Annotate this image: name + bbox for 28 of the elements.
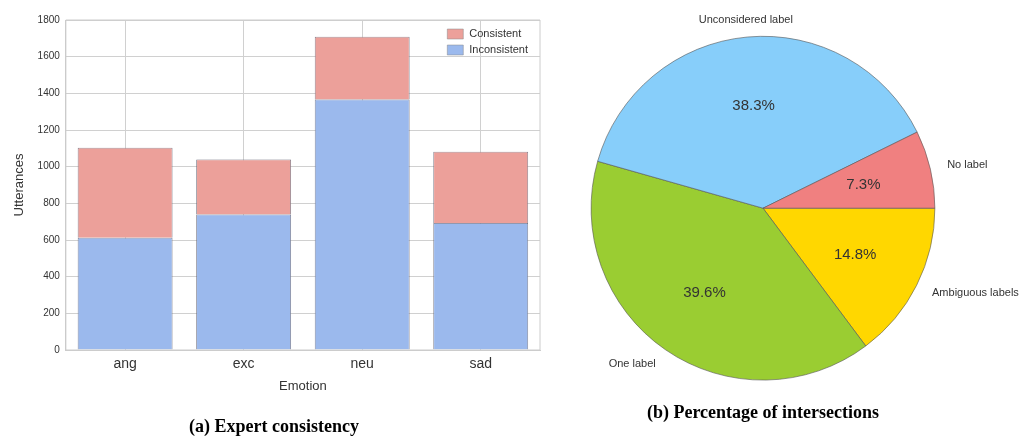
slice-label: No label [947,158,988,171]
slice-label: One label [608,356,656,369]
data-label: 38.3% [732,95,775,113]
y-tick-label: 1000 [37,160,61,172]
y-tick-label: 200 [43,307,61,319]
data-label: 39.6% [683,283,726,301]
slice-label: Ambiguous labels [932,286,1020,299]
x-tick-label: exc [232,355,255,372]
y-tick-label: 1800 [37,13,61,25]
y-tick-label: 400 [43,270,61,282]
y-axis-title: Utterances [11,153,27,217]
y-tick-label: 0 [54,343,61,355]
y-tick-label: 1400 [37,87,61,99]
y-tick-label: 1600 [37,50,61,62]
x-tick-label: sad [469,355,493,372]
x-tick-label: ang [113,355,137,372]
x-tick-label: neu [350,355,374,372]
legend-label: Inconsistent [469,43,528,56]
y-tick-label: 800 [43,197,61,209]
y-tick-label: 600 [43,233,61,245]
legend-label: Consistent [469,27,522,40]
y-tick-label: 1200 [37,123,61,135]
text: (a) Expert consistency [189,415,359,437]
x-axis-title: Emotion [279,378,327,394]
slice-label: Unconsidered label [698,12,793,25]
data-label: 7.3% [846,174,881,192]
data-label: 14.8% [833,244,877,262]
text: (b) Percentage of intersections [646,401,880,423]
